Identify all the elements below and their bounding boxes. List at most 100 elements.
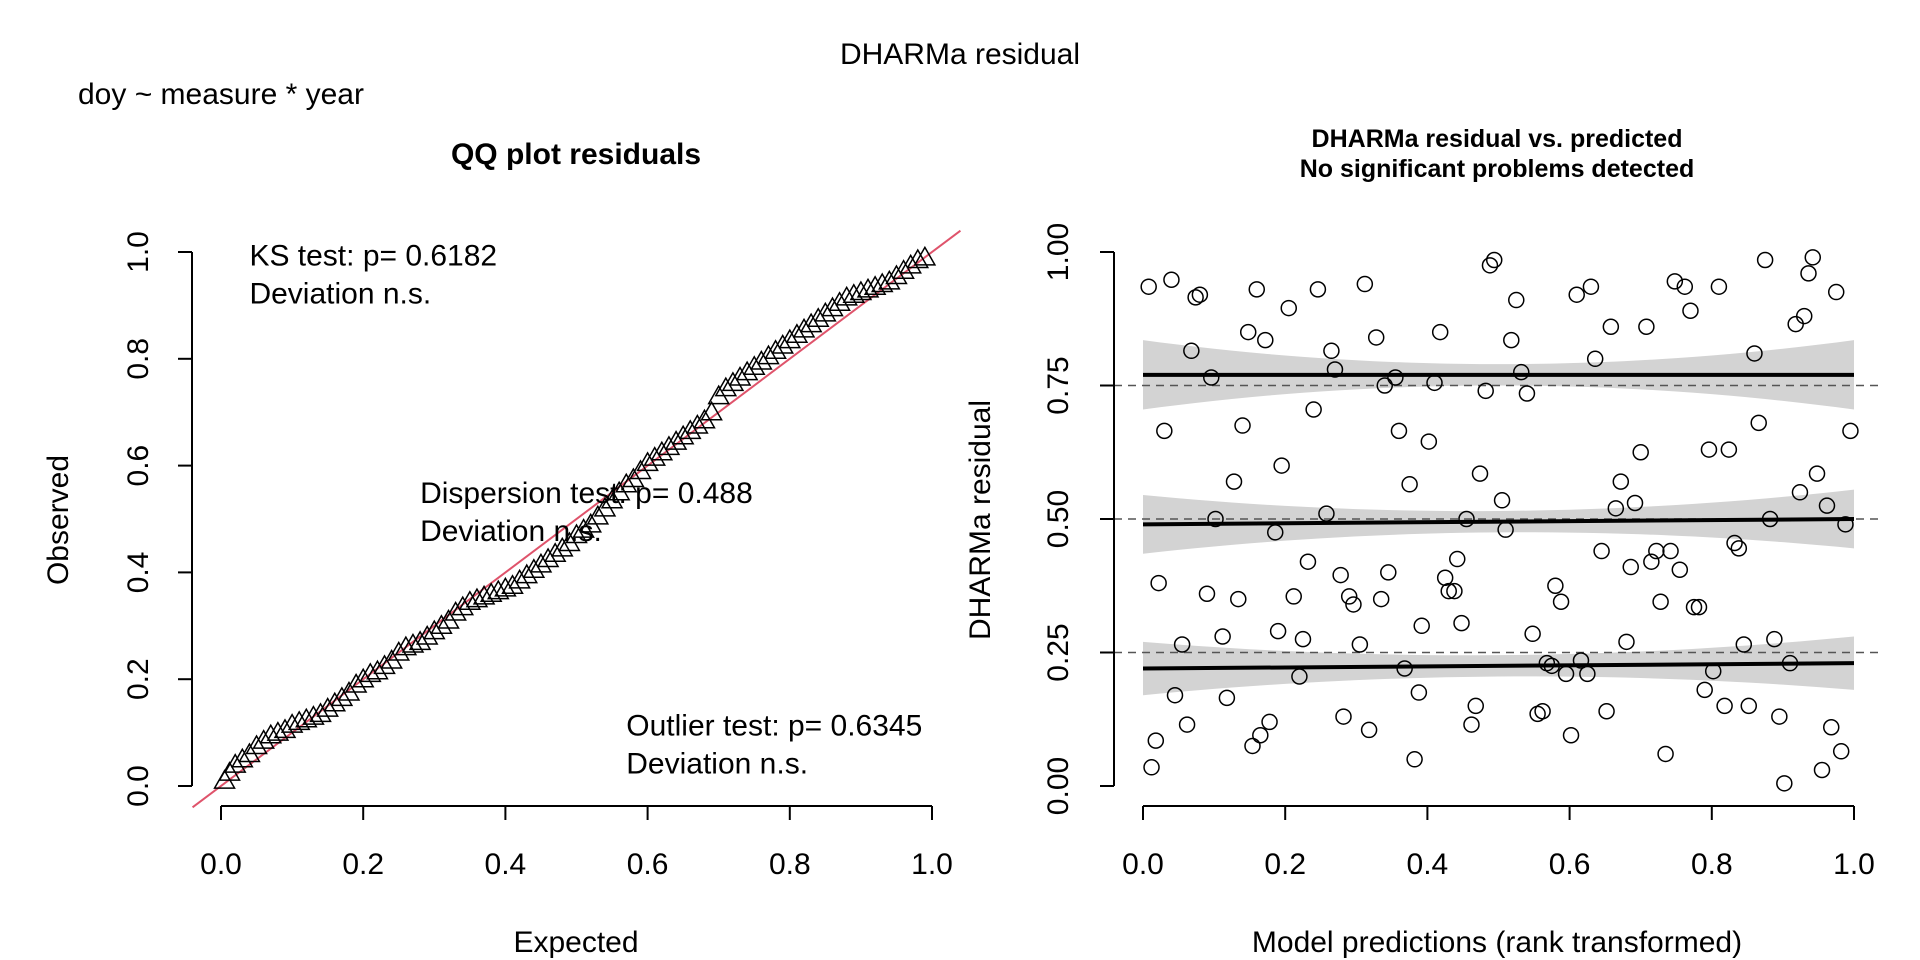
residual-point: [1771, 708, 1788, 725]
residual-point: [1795, 307, 1813, 325]
residual-point: [1671, 561, 1689, 578]
residual-point: [1463, 716, 1480, 733]
qq-point: [501, 574, 524, 594]
residual-point: [1643, 553, 1660, 570]
qq-point: [885, 264, 908, 285]
residual-point: [1178, 716, 1196, 733]
residual-x-tick-label: 0.2: [1264, 848, 1306, 881]
qq-x-tick-label: 1.0: [911, 848, 953, 881]
qq-annotation-ks-line: KS test: p= 0.6182: [249, 239, 497, 272]
qq-annotation-ks-line: Deviation n.s.: [249, 277, 431, 310]
qq-point: [650, 440, 674, 461]
qq-point: [714, 376, 738, 397]
residual-point: [1598, 702, 1615, 720]
residual-point: [1746, 345, 1763, 362]
residual-point: [1808, 465, 1826, 482]
residual-point: [1335, 708, 1352, 725]
residual-point: [1503, 331, 1520, 349]
qq-y-tick-label: 0.0: [122, 765, 155, 807]
residual-point: [1787, 315, 1804, 333]
residual-point: [1696, 681, 1713, 699]
residual-point: [1726, 534, 1743, 552]
qq-point: [373, 654, 396, 675]
qq-points: [213, 245, 937, 789]
qq-point: [664, 430, 688, 450]
quantile-fit-line-q0.5: [1142, 517, 1855, 527]
residual-point: [1547, 577, 1564, 594]
residual-point: [1356, 275, 1374, 293]
residual-point: [1467, 697, 1484, 715]
qq-point: [742, 355, 766, 376]
qq-point: [259, 723, 283, 744]
qq-point: [686, 414, 709, 434]
qq-point: [821, 296, 844, 317]
residual-plot-subtitle: No significant problems detected: [1300, 155, 1695, 183]
residual-point: [1568, 286, 1585, 303]
qq-point: [245, 734, 268, 755]
residual-point: [1214, 628, 1231, 645]
residual-point: [1750, 414, 1767, 432]
residual-point: [1453, 614, 1470, 632]
residual-point: [1766, 630, 1783, 648]
qq-point: [906, 248, 930, 269]
residual-point: [1497, 521, 1514, 538]
residual-point: [1593, 542, 1610, 560]
qq-point: [735, 360, 759, 381]
residual-point: [1323, 342, 1340, 360]
qq-annotation-dispersion-line: Deviation n.s.: [420, 515, 602, 548]
residual-point: [1191, 286, 1209, 303]
qq-point: [771, 333, 794, 354]
qq-axes: 0.0 0.2 0.4 0.6 0.8 1.0 0.0 0.2 0.4 0.6 0.8 1.0: [122, 231, 953, 881]
residual-point: [1518, 385, 1536, 402]
residual-x-tick-label: 0.8: [1691, 848, 1733, 881]
page-title: DHARMa residual: [839, 38, 1081, 71]
qq-y-tick-label: 0.2: [122, 658, 155, 700]
residual-point: [1446, 582, 1463, 600]
residual-point: [1730, 540, 1748, 557]
qq-point: [863, 275, 887, 295]
residual-point: [1572, 652, 1590, 669]
qq-point: [757, 344, 780, 365]
residual-axes: 0.0 0.2 0.4 0.6 0.8 1.0 0.00 0.25 0.50 0.75 1.00: [1042, 223, 1875, 881]
residual-point: [1586, 350, 1604, 368]
residual-point: [1387, 369, 1404, 386]
residual-point: [1413, 617, 1430, 635]
residual-point: [1261, 713, 1278, 731]
model-formula: doy ~ measure * year: [78, 78, 364, 111]
residual-point: [1367, 329, 1385, 346]
residual-point: [1396, 660, 1413, 677]
qq-point: [223, 753, 247, 773]
residual-point: [1203, 369, 1220, 386]
qq-point: [316, 697, 339, 717]
residual-point: [1756, 251, 1774, 269]
qq-y-tick-label: 0.4: [122, 552, 155, 594]
qq-point: [842, 283, 866, 303]
residual-point: [1562, 727, 1580, 744]
residual-point: [1143, 759, 1160, 776]
qq-point: [792, 317, 816, 338]
residual-x-tick-label: 0.6: [1549, 848, 1591, 881]
residual-point: [1351, 636, 1369, 653]
residual-point: [1426, 374, 1443, 392]
qq-point: [394, 635, 418, 656]
residual-point: [1332, 566, 1349, 584]
residual-point: [1187, 289, 1204, 306]
residual-point: [1716, 697, 1733, 715]
residual-point: [1657, 745, 1674, 763]
residual-point: [1269, 622, 1287, 640]
residual-point: [1477, 382, 1494, 400]
residual-point: [1513, 363, 1530, 381]
residual-point: [1147, 732, 1165, 749]
qq-point: [529, 552, 553, 573]
qq-point: [415, 624, 439, 645]
residual-point: [1740, 697, 1758, 715]
residual-point: [1534, 702, 1551, 720]
qq-y-tick-label: 0.6: [122, 445, 155, 487]
residual-point: [1791, 484, 1809, 501]
residual-point: [1471, 465, 1489, 482]
residual-point: [1804, 249, 1822, 266]
quantile-confidence-bands: [1143, 340, 1854, 696]
residual-point: [1239, 323, 1257, 341]
residual-point: [1299, 553, 1317, 570]
qq-point: [430, 614, 453, 635]
